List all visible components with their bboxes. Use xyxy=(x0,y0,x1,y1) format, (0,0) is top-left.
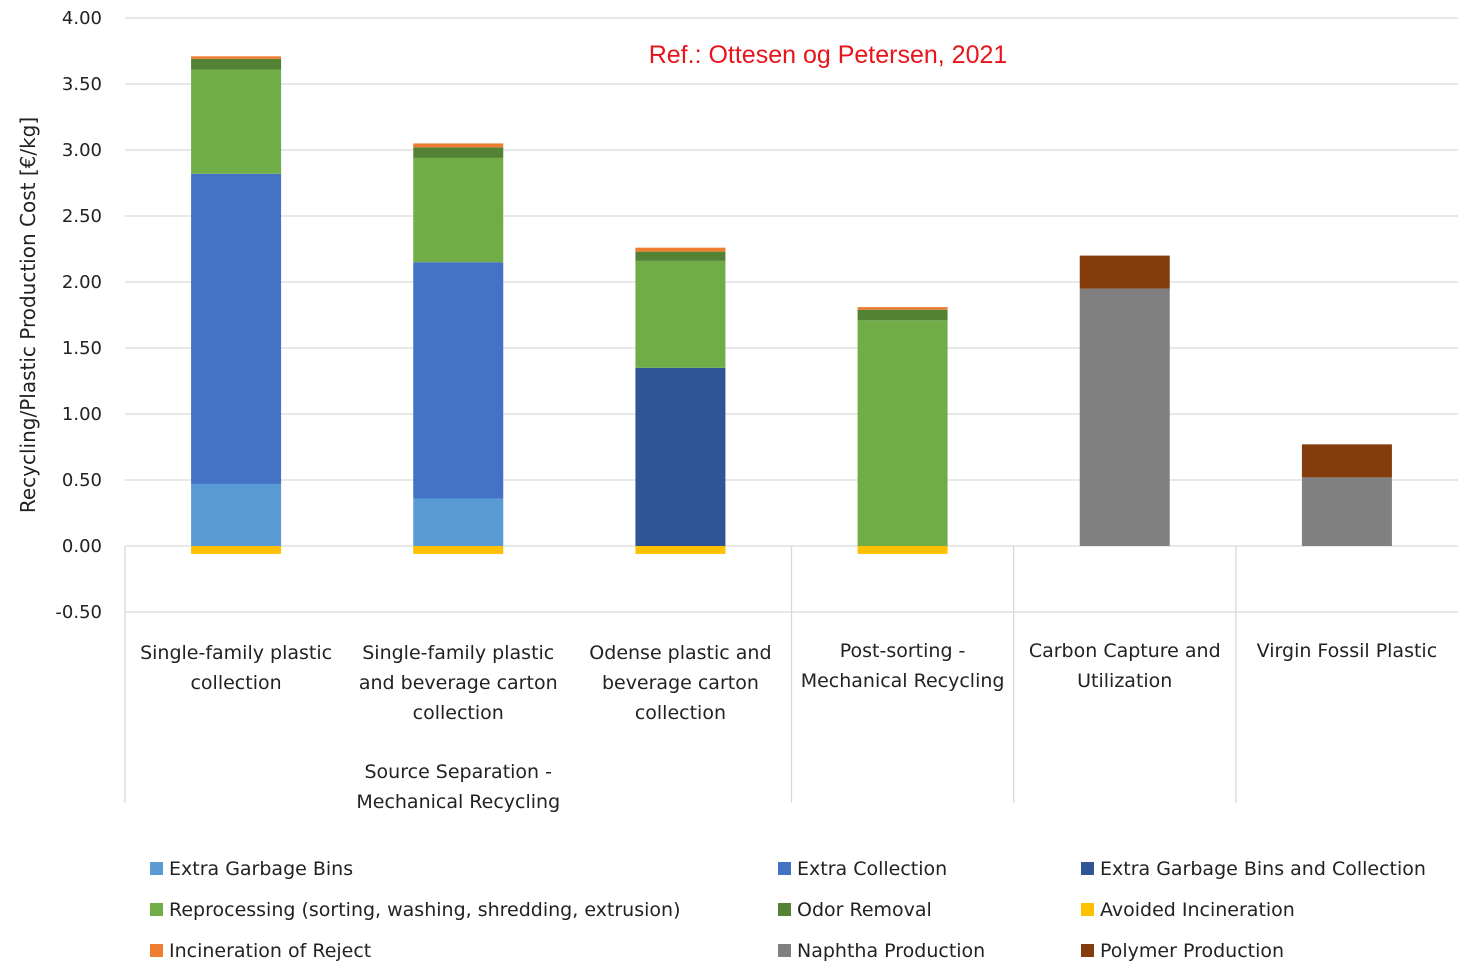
category-label: Single-family plastic and beverage carton… xyxy=(359,642,558,724)
legend-swatch xyxy=(778,944,791,957)
y-tick-label: -0.50 xyxy=(55,602,102,623)
y-tick-label: 3.00 xyxy=(62,140,102,161)
bar-segment xyxy=(635,260,726,368)
bar-segment xyxy=(413,262,504,499)
category-label: Virgin Fossil Plastic xyxy=(1257,640,1437,662)
category-labels: Single-family plastic collection Single-fa… xyxy=(140,640,1437,813)
y-tick-label: 4.00 xyxy=(62,8,102,29)
legend-label: Avoided Incineration xyxy=(1100,899,1295,921)
y-tick-label: 2.50 xyxy=(62,206,102,227)
bar-segment xyxy=(191,483,282,546)
bar-segment xyxy=(1301,477,1392,546)
category-label: Single-family plastic collection xyxy=(140,642,332,694)
bar-segment xyxy=(857,546,948,554)
bar-segment xyxy=(191,69,282,174)
bar-segment xyxy=(1301,444,1392,478)
y-tick-label: 0.50 xyxy=(62,470,102,491)
bar-segment xyxy=(413,498,504,546)
y-axis-label: Recycling/Plastic Production Cost [€/kg] xyxy=(16,117,40,513)
y-tick-label: 1.00 xyxy=(62,404,102,425)
category-label: Carbon Capture and Utilization xyxy=(1029,640,1221,692)
reference-annotation: Ref.: Ottesen og Petersen, 2021 xyxy=(649,41,1008,69)
legend: Extra Garbage Bins Extra Collection Extra … xyxy=(150,858,1426,962)
legend-label: Extra Collection xyxy=(797,858,947,880)
y-tick-label: 3.50 xyxy=(62,74,102,95)
bar-segment xyxy=(1079,288,1170,546)
legend-swatch xyxy=(150,862,163,875)
group-label: Source Separation -Mechanical Recycling xyxy=(356,761,560,813)
legend-swatch xyxy=(778,862,791,875)
bar-segment xyxy=(635,546,726,554)
legend-label: Reprocessing (sorting, washing, shreddin… xyxy=(169,899,680,921)
y-tick-label: 0.00 xyxy=(62,536,102,557)
bar-segment xyxy=(1079,255,1170,289)
category-label: Post-sorting -Mechanical Recycling xyxy=(801,640,1005,692)
bar-segment xyxy=(635,251,726,261)
legend-label: Extra Garbage Bins and Collection xyxy=(1100,858,1426,880)
legend-label: Polymer Production xyxy=(1100,940,1284,962)
bar-segment xyxy=(857,320,948,546)
legend-label: Incineration of Reject xyxy=(169,940,371,962)
bar-segment xyxy=(857,309,948,321)
category-label: Odense plastic and beverage carton collect… xyxy=(589,642,771,724)
bar-segment xyxy=(191,58,282,70)
bar-segment xyxy=(635,367,726,546)
bar-segment xyxy=(413,143,504,148)
y-tick-label: 1.50 xyxy=(62,338,102,359)
bar-segment xyxy=(635,247,726,252)
bar-segment xyxy=(191,546,282,554)
bar-segment xyxy=(857,307,948,310)
bar-segment xyxy=(413,157,504,263)
bar-segment xyxy=(413,546,504,554)
bars xyxy=(191,56,1392,554)
bar-segment xyxy=(191,56,282,59)
y-tick-label: 2.00 xyxy=(62,272,102,293)
legend-label: Odor Removal xyxy=(797,899,932,921)
legend-swatch xyxy=(1081,944,1094,957)
legend-label: Extra Garbage Bins xyxy=(169,858,353,880)
legend-swatch xyxy=(150,944,163,957)
legend-swatch xyxy=(1081,903,1094,916)
legend-swatch xyxy=(150,903,163,916)
grid-lines xyxy=(124,17,1458,803)
bar-segment xyxy=(191,173,282,484)
legend-swatch xyxy=(778,903,791,916)
bar-segment xyxy=(413,147,504,158)
y-tick-labels: 4.00 3.50 3.00 2.50 2.00 1.50 1.00 0.50 0.00 -0.5… xyxy=(55,8,102,623)
legend-label: Naphtha Production xyxy=(797,940,985,962)
legend-swatch xyxy=(1081,862,1094,875)
